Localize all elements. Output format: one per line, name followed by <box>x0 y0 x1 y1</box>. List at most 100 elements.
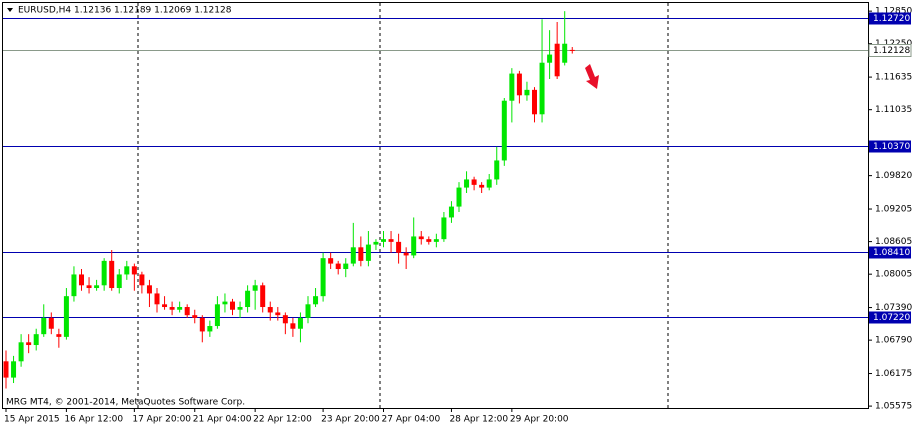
candle-body <box>448 206 454 218</box>
x-tick-label: 15 Apr 2015 <box>4 415 60 425</box>
candle-body <box>396 241 402 253</box>
candle-body <box>509 73 515 101</box>
candle-body <box>313 296 319 305</box>
y-tick-label: 1.11035 <box>875 105 912 115</box>
candle-body <box>501 100 507 161</box>
candle-body <box>373 241 379 245</box>
candle-body <box>124 266 130 275</box>
candle-body <box>275 312 281 316</box>
candle-body <box>86 285 92 289</box>
menu-triangle[interactable] <box>7 8 13 12</box>
x-tick-label: 16 Apr 12:00 <box>64 415 123 425</box>
candle-body <box>441 217 447 240</box>
candle-body <box>18 342 24 362</box>
candle-body <box>146 285 152 294</box>
candle-body <box>101 260 107 286</box>
candle-body <box>109 260 115 289</box>
candle-body <box>464 179 470 188</box>
y-tick-label: 1.06175 <box>875 369 912 379</box>
candle-body <box>305 304 311 318</box>
candle-body <box>539 62 545 115</box>
level-label: 1.08410 <box>873 248 910 258</box>
candle-body <box>328 258 334 264</box>
candle-body <box>63 296 69 337</box>
candle-body <box>252 285 258 291</box>
level-label: 1.10370 <box>873 142 910 152</box>
candle-body <box>381 239 386 242</box>
candle-body <box>214 304 220 327</box>
candle-body <box>411 236 417 256</box>
candle-body <box>169 307 175 310</box>
candle-body <box>282 315 288 324</box>
copyright: MRG MT4, © 2001-2014, MetaQuotes Softwar… <box>6 398 245 408</box>
y-tick-label: 1.09205 <box>875 205 912 215</box>
candle-body <box>139 274 145 286</box>
candle-body <box>237 307 243 310</box>
candle-body <box>56 334 62 337</box>
level-label-box <box>869 12 911 25</box>
level-label: 1.07220 <box>873 313 910 323</box>
candle-body <box>162 304 168 308</box>
candle-body <box>418 236 424 240</box>
candle-body <box>154 293 160 305</box>
candle-body <box>479 184 485 188</box>
candle-body <box>569 49 575 51</box>
candle-body <box>245 290 251 308</box>
candle-body <box>358 247 364 261</box>
candle-body <box>343 263 349 270</box>
candle-body <box>41 317 47 335</box>
current-price-box <box>868 44 912 57</box>
candle-body <box>177 307 183 310</box>
candle-body <box>532 89 537 115</box>
candle-body <box>297 317 303 329</box>
y-tick-label: 1.08605 <box>875 237 912 247</box>
candle-body <box>192 315 198 318</box>
x-tick-label: 27 Apr 04:00 <box>382 415 441 425</box>
candle-body <box>184 307 190 316</box>
candle-body <box>365 244 371 261</box>
candle-body <box>267 307 273 313</box>
candle-body <box>94 285 100 289</box>
candle-body <box>350 247 356 264</box>
candle-body <box>48 317 54 329</box>
down-arrow <box>585 64 599 89</box>
candle-body <box>320 258 326 297</box>
y-tick-label: 1.05575 <box>875 402 912 412</box>
candle-body <box>79 274 84 286</box>
candle-body <box>426 239 432 242</box>
y-tick-label: 1.12850 <box>875 7 912 17</box>
candle-body <box>26 342 32 346</box>
candle-body <box>433 239 439 242</box>
candle-body <box>199 317 205 332</box>
candle-body <box>494 160 500 180</box>
level-label: 1.12720 <box>873 14 910 24</box>
x-tick-label: 17 Apr 20:00 <box>132 415 191 425</box>
x-tick-label: 21 Apr 04:00 <box>193 415 252 425</box>
level-label-box <box>869 140 911 153</box>
plot-frame <box>2 2 869 409</box>
y-tick-label: 1.07390 <box>875 303 912 313</box>
candle-body <box>207 326 213 332</box>
candle-body <box>116 274 122 289</box>
candle-body <box>554 43 560 77</box>
candle-body <box>547 54 553 63</box>
candle-body <box>230 301 235 310</box>
candle-body <box>335 263 341 270</box>
y-tick-label: 1.11635 <box>875 73 912 83</box>
y-tick-label: 1.08005 <box>875 270 912 280</box>
y-tick-label: 1.09820 <box>875 171 912 181</box>
candle-body <box>3 361 9 378</box>
x-tick-label: 23 Apr 20:00 <box>321 415 380 425</box>
candle-body <box>516 73 522 96</box>
candle-body <box>388 239 394 242</box>
candle-body <box>71 274 77 297</box>
x-tick-label: 29 Apr 20:00 <box>510 415 569 425</box>
candle-body <box>524 89 530 96</box>
x-tick-label: 28 Apr 12:00 <box>449 415 508 425</box>
level-label-box <box>869 246 911 259</box>
current-price-label: 1.12128 <box>873 46 910 56</box>
candle-body <box>456 187 462 207</box>
candle-body <box>486 179 492 188</box>
candle-body <box>222 301 228 305</box>
